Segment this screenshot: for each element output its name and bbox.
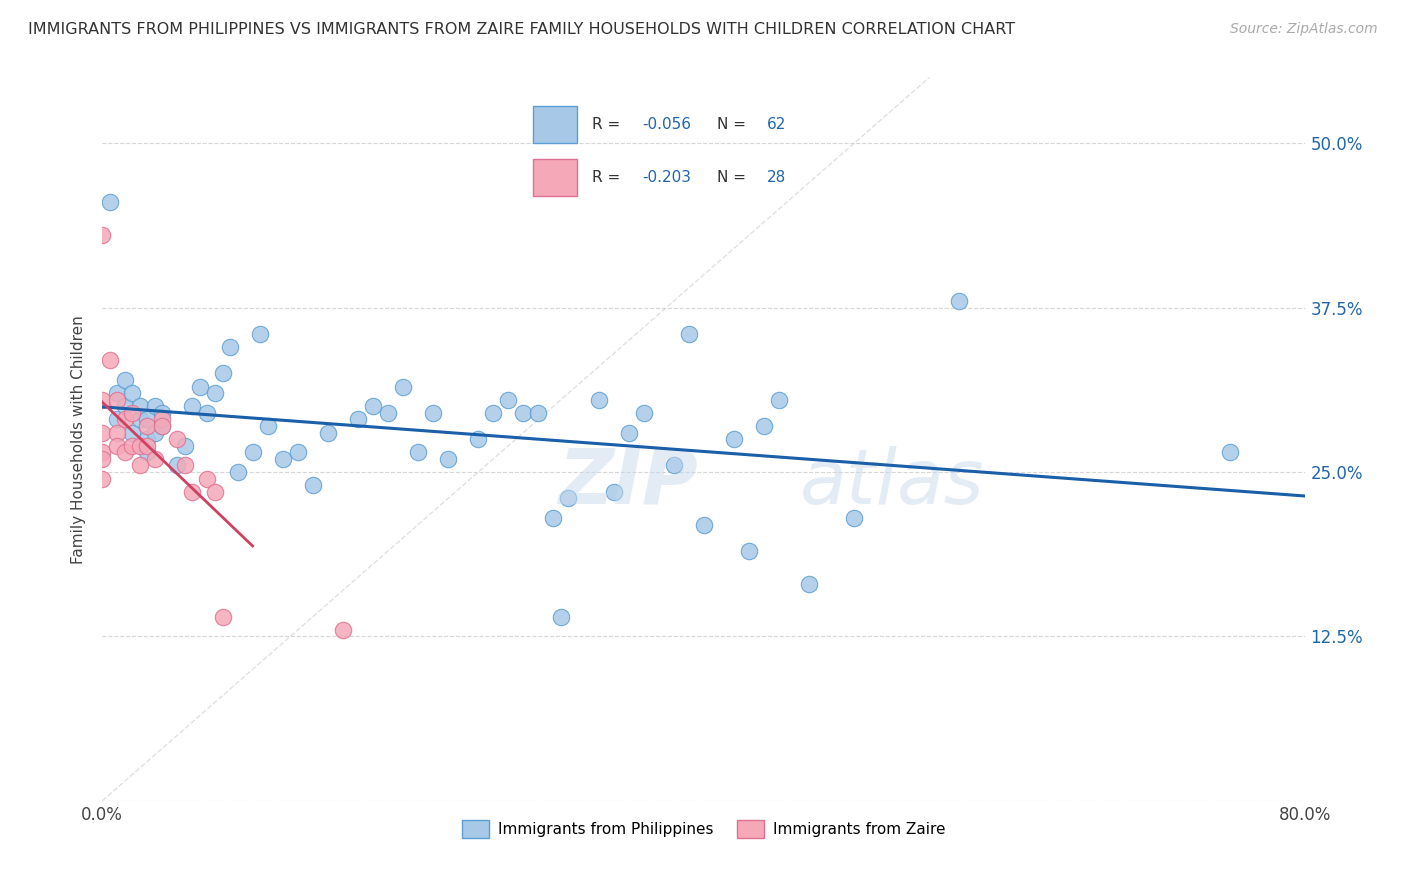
Point	[136, 432, 159, 446]
Point	[219, 340, 242, 354]
Point	[121, 439, 143, 453]
Point	[105, 425, 128, 440]
Point	[166, 432, 188, 446]
Point	[738, 544, 761, 558]
Point	[114, 399, 136, 413]
Point	[662, 458, 685, 473]
Point	[197, 406, 219, 420]
Point	[723, 432, 745, 446]
Point	[844, 511, 866, 525]
Point	[91, 472, 114, 486]
Point	[128, 458, 150, 473]
Point	[181, 484, 204, 499]
Point	[527, 406, 550, 420]
Point	[301, 478, 323, 492]
Point	[114, 373, 136, 387]
Point	[91, 392, 114, 407]
Point	[143, 425, 166, 440]
Point	[128, 439, 150, 453]
Point	[543, 511, 565, 525]
Point	[693, 517, 716, 532]
Point	[197, 472, 219, 486]
Point	[1219, 445, 1241, 459]
Point	[174, 458, 197, 473]
Point	[150, 412, 173, 426]
Point	[392, 379, 415, 393]
Point	[752, 419, 775, 434]
Point	[617, 425, 640, 440]
Point	[98, 353, 121, 368]
Point	[174, 439, 197, 453]
Point	[98, 195, 121, 210]
Point	[242, 445, 264, 459]
Point	[347, 412, 370, 426]
Point	[143, 451, 166, 466]
Point	[91, 425, 114, 440]
Point	[204, 386, 226, 401]
Point	[150, 419, 173, 434]
Point	[467, 432, 489, 446]
Point	[150, 406, 173, 420]
Point	[316, 425, 339, 440]
Point	[437, 451, 460, 466]
Point	[91, 445, 114, 459]
Point	[128, 412, 150, 426]
Point	[166, 458, 188, 473]
Point	[114, 412, 136, 426]
Point	[181, 399, 204, 413]
Legend: Immigrants from Philippines, Immigrants from Zaire: Immigrants from Philippines, Immigrants …	[456, 814, 952, 844]
Point	[150, 419, 173, 434]
Point	[249, 326, 271, 341]
Point	[211, 367, 233, 381]
Point	[128, 399, 150, 413]
Point	[114, 445, 136, 459]
Point	[136, 445, 159, 459]
Point	[512, 406, 534, 420]
Point	[377, 406, 399, 420]
Point	[361, 399, 384, 413]
Point	[136, 439, 159, 453]
Point	[332, 623, 354, 637]
Point	[188, 379, 211, 393]
Point	[678, 326, 700, 341]
Point	[211, 609, 233, 624]
Text: IMMIGRANTS FROM PHILIPPINES VS IMMIGRANTS FROM ZAIRE FAMILY HOUSEHOLDS WITH CHIL: IMMIGRANTS FROM PHILIPPINES VS IMMIGRANT…	[28, 22, 1015, 37]
Point	[797, 577, 820, 591]
Text: atlas: atlas	[800, 446, 984, 519]
Point	[105, 439, 128, 453]
Point	[226, 465, 249, 479]
Point	[121, 386, 143, 401]
Point	[105, 412, 128, 426]
Point	[271, 451, 294, 466]
Point	[121, 425, 143, 440]
Point	[498, 392, 520, 407]
Point	[482, 406, 505, 420]
Point	[602, 484, 624, 499]
Point	[406, 445, 429, 459]
Point	[256, 419, 278, 434]
Point	[136, 419, 159, 434]
Point	[105, 386, 128, 401]
Point	[91, 228, 114, 243]
Point	[287, 445, 309, 459]
Point	[136, 412, 159, 426]
Point	[948, 293, 970, 308]
Point	[550, 609, 572, 624]
Text: Source: ZipAtlas.com: Source: ZipAtlas.com	[1230, 22, 1378, 37]
Text: ZIP: ZIP	[560, 446, 699, 519]
Point	[588, 392, 610, 407]
Y-axis label: Family Households with Children: Family Households with Children	[72, 315, 86, 564]
Point	[768, 392, 790, 407]
Point	[557, 491, 579, 506]
Point	[143, 399, 166, 413]
Point	[121, 406, 143, 420]
Point	[91, 451, 114, 466]
Point	[204, 484, 226, 499]
Point	[422, 406, 444, 420]
Point	[105, 392, 128, 407]
Point	[633, 406, 655, 420]
